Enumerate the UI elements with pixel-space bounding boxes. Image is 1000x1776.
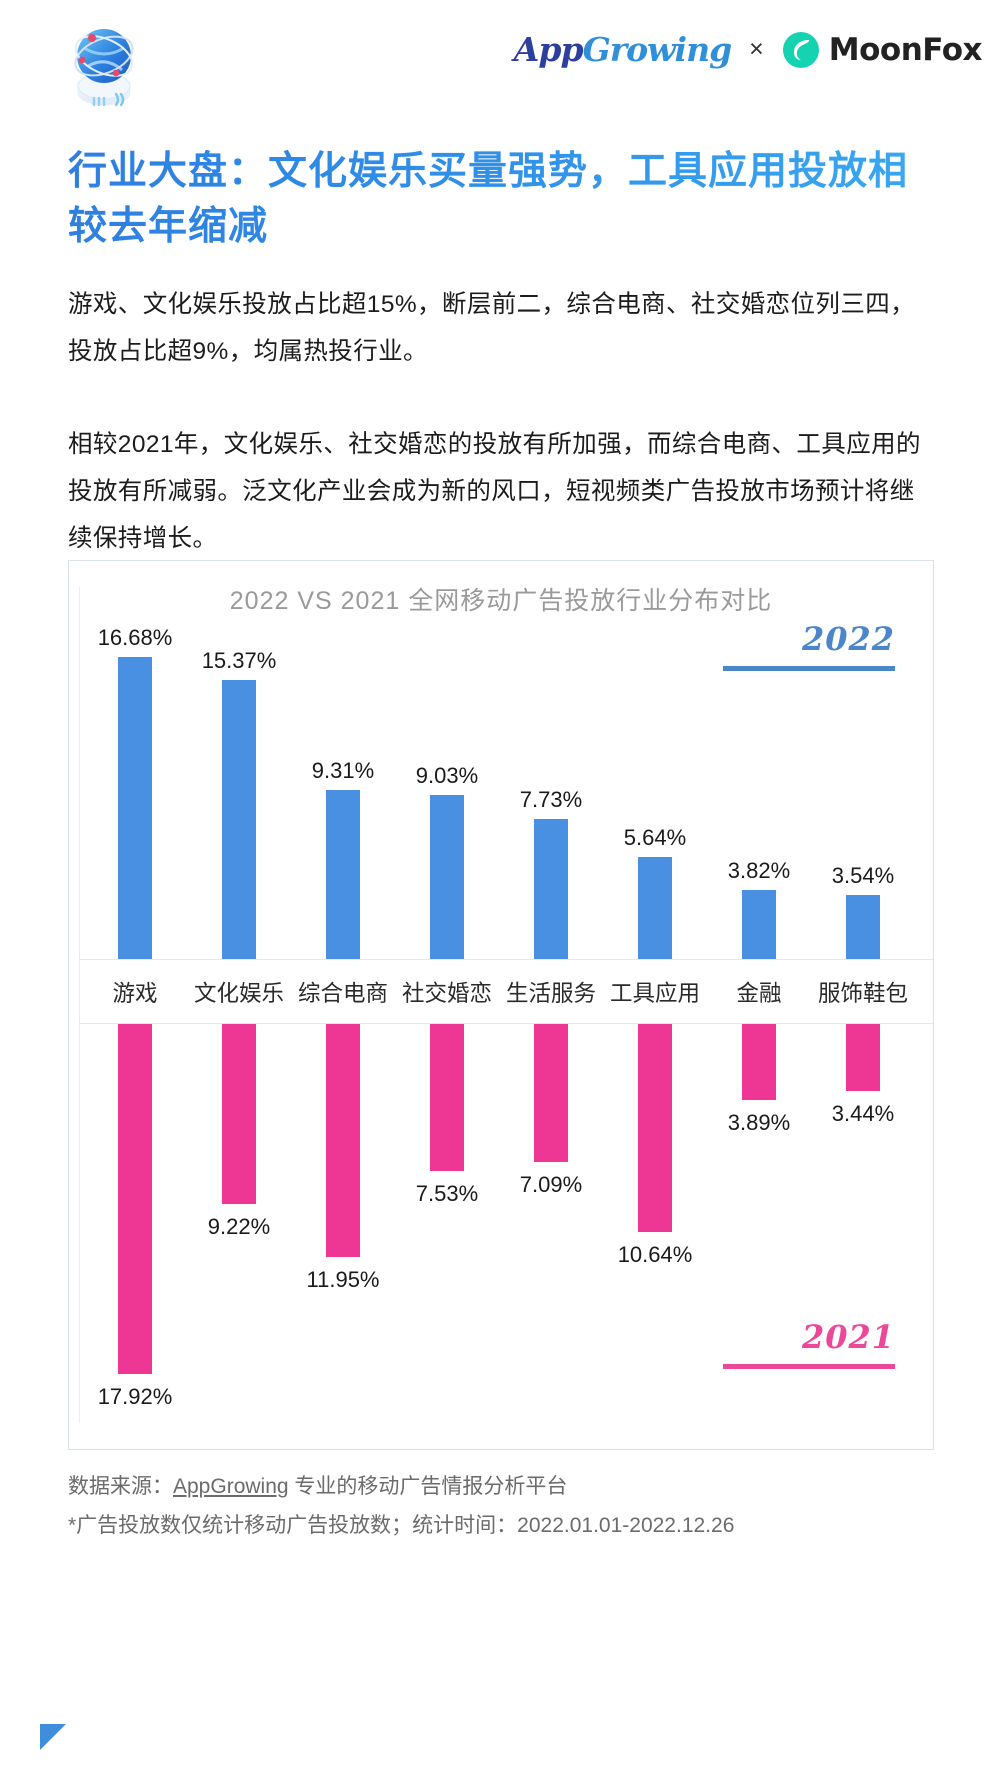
bar-2022	[638, 857, 672, 959]
bar-label-2021: 7.53%	[415, 1181, 479, 1206]
bar-column: 9.31% 综合电商 11.95%	[291, 561, 395, 1449]
bar-2021	[222, 1024, 256, 1204]
bar-label-2022: 5.64%	[623, 825, 687, 850]
category-label: 文化娱乐	[193, 981, 285, 1006]
moonfox-text: MoonFox	[828, 31, 983, 68]
category-label: 生活服务	[505, 981, 597, 1006]
category-label: 社交婚恋	[401, 981, 493, 1006]
bar-2022	[222, 680, 256, 959]
bar-label-2022: 3.82%	[727, 858, 791, 883]
bar-column: 3.82% 金融 3.89%	[707, 561, 811, 1449]
bar-label-2021: 10.64%	[617, 1242, 693, 1267]
appgrowing-app-text: App	[513, 30, 584, 69]
moonfox-logo: MoonFox	[782, 31, 983, 69]
bar-label-2022: 3.54%	[831, 863, 895, 888]
bar-2022	[846, 895, 880, 959]
bar-2021	[118, 1024, 152, 1374]
legend-2022-label: 2022	[801, 620, 895, 658]
bar-2021	[846, 1024, 880, 1091]
appgrowing-logo: App Growing	[513, 30, 733, 69]
bar-column: 5.64% 工具应用 10.64%	[603, 561, 707, 1449]
footer-source-prefix: 数据来源：	[68, 1475, 173, 1498]
moonfox-mark-icon	[782, 31, 820, 69]
category-label: 服饰鞋包	[817, 981, 909, 1006]
bar-2022	[118, 657, 152, 959]
bar-label-2021: 11.95%	[306, 1267, 380, 1292]
category-label: 综合电商	[297, 981, 389, 1006]
footer-note-line: *广告投放数仅统计移动广告投放数；统计时间：2022.01.01-2022.12…	[68, 1513, 735, 1537]
paragraph-1: 游戏、文化娱乐投放占比超15%，断层前二，综合电商、社交婚恋位列三四，投放占比超…	[68, 290, 916, 365]
page-title: 行业大盘：文化娱乐买量强势，工具应用投放相较去年缩减	[68, 144, 932, 255]
bar-column: 3.54% 服饰鞋包 3.44%	[811, 561, 915, 1449]
bar-column: 7.73% 生活服务 7.09%	[499, 561, 603, 1449]
bar-label-2021: 17.92%	[97, 1384, 173, 1409]
bar-2022	[742, 890, 776, 959]
bar-label-2021: 3.44%	[831, 1101, 895, 1126]
cross-icon: ×	[749, 35, 764, 63]
legend-2022: 2022	[723, 623, 895, 671]
legend-2021-rule	[723, 1364, 895, 1369]
bar-label-2021: 7.09%	[519, 1172, 583, 1197]
category-label: 游戏	[112, 981, 158, 1006]
globe-icon	[58, 18, 150, 110]
bar-label-2021: 9.22%	[207, 1214, 271, 1239]
appgrowing-growing-text: Growing	[582, 30, 733, 69]
footer-source-line: 数据来源：AppGrowing 专业的移动广告情报分析平台	[68, 1468, 948, 1507]
plot-left-rule	[79, 587, 80, 1423]
footer: 数据来源：AppGrowing 专业的移动广告情报分析平台 *广告投放数仅统计移…	[68, 1468, 948, 1546]
axis-line-bottom	[79, 1023, 933, 1024]
bar-2021	[742, 1024, 776, 1100]
bar-2021	[534, 1024, 568, 1162]
footer-source-link[interactable]: AppGrowing	[173, 1475, 289, 1498]
footer-source-suffix: 专业的移动广告情报分析平台	[288, 1475, 568, 1498]
bar-label-2022: 9.31%	[311, 758, 375, 783]
page-header: App Growing × MoonFox	[0, 0, 1000, 122]
bar-column: 15.37% 文化娱乐 9.22%	[187, 561, 291, 1449]
plot-area: 16.68% 游戏 17.92% 15.37% 文化娱乐 9.22% 9.31% 综合电商 11…	[69, 561, 933, 1449]
bar-label-2021: 3.89%	[727, 1110, 791, 1135]
bar-2022	[534, 819, 568, 959]
axis-line-top	[79, 959, 933, 960]
category-label: 金融	[736, 981, 782, 1006]
bar-label-2022: 9.03%	[415, 763, 479, 788]
legend-2021: 2021	[723, 1321, 895, 1369]
chart-title: 2022 VS 2021 全网移动广告投放行业分布对比	[229, 587, 773, 615]
category-label: 工具应用	[609, 981, 701, 1006]
bar-2021	[638, 1024, 672, 1232]
brand-bar: App Growing × MoonFox	[513, 30, 983, 69]
bar-2022	[430, 795, 464, 959]
bar-column: 9.03% 社交婚恋 7.53%	[395, 561, 499, 1449]
bar-2021	[326, 1024, 360, 1257]
bar-columns: 16.68% 游戏 17.92% 15.37% 文化娱乐 9.22% 9.31% 综合电商 11…	[83, 561, 915, 1449]
bar-column: 16.68% 游戏 17.92%	[83, 561, 187, 1449]
bar-label-2022: 15.37%	[201, 648, 277, 673]
chart-card: 2022 VS 2021 全网移动广告投放行业分布对比 2022 2021 16…	[68, 560, 934, 1450]
legend-2022-rule	[723, 666, 895, 671]
bar-label-2022: 16.68%	[97, 625, 173, 650]
bar-label-2022: 7.73%	[519, 787, 583, 812]
corner-arrow-icon	[40, 1724, 66, 1750]
bar-2022	[326, 790, 360, 959]
bar-2021	[430, 1024, 464, 1171]
legend-2021-label: 2021	[801, 1318, 895, 1356]
paragraph-2: 相较2021年，文化娱乐、社交婚恋的投放有所加强，而综合电商、工具应用的投放有所…	[68, 430, 921, 552]
